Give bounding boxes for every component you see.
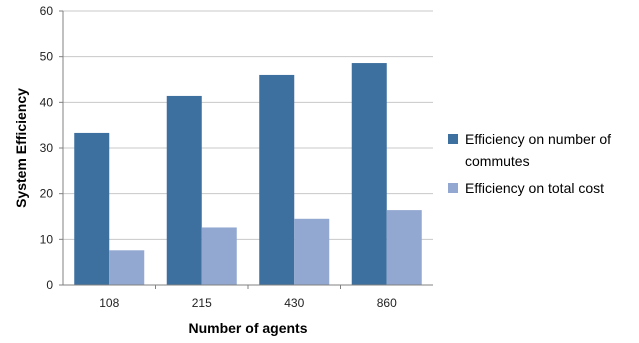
- x-axis-title: Number of agents: [188, 320, 307, 336]
- bar-total-cost-430: [294, 218, 330, 285]
- legend-swatch-total-cost: [448, 183, 458, 193]
- x-tick-labels: 108 215 430 860: [99, 285, 397, 310]
- x-tick-label: 860: [377, 296, 397, 310]
- bar-total-cost-215: [201, 227, 237, 285]
- bar-commutes-860: [351, 63, 387, 286]
- y-tick-label: 10: [40, 232, 54, 246]
- y-tick-label: 20: [40, 187, 54, 201]
- bar-total-cost-108: [109, 250, 145, 285]
- legend-label-total-cost: Efficiency on total cost: [465, 180, 604, 196]
- legend: Efficiency on number of commutes Efficie…: [448, 131, 615, 196]
- y-tick-label: 60: [40, 4, 54, 18]
- bar-commutes-108: [74, 132, 110, 285]
- y-tick-label: 40: [40, 95, 54, 109]
- x-tick-label: 108: [99, 296, 119, 310]
- y-tick-labels: 0 10 20 30 40 50 60: [40, 4, 63, 292]
- y-tick-label: 0: [46, 278, 53, 292]
- y-axis-title: System Efficiency: [13, 88, 29, 208]
- legend-swatch-commutes: [448, 134, 458, 144]
- legend-label-commutes-line1: Efficiency on number of: [465, 131, 611, 147]
- x-tick-label: 215: [192, 296, 212, 310]
- y-tick-label: 50: [40, 50, 54, 64]
- legend-label-commutes-line2: commutes: [465, 153, 530, 169]
- x-tick-label: 430: [284, 296, 304, 310]
- bar-commutes-430: [259, 74, 295, 285]
- y-tick-label: 30: [40, 141, 54, 155]
- legend-label-commutes: Efficiency on number of commutes: [465, 131, 615, 169]
- bar-total-cost-860: [386, 210, 422, 285]
- bar-commutes-215: [166, 95, 202, 285]
- bars: [74, 63, 422, 286]
